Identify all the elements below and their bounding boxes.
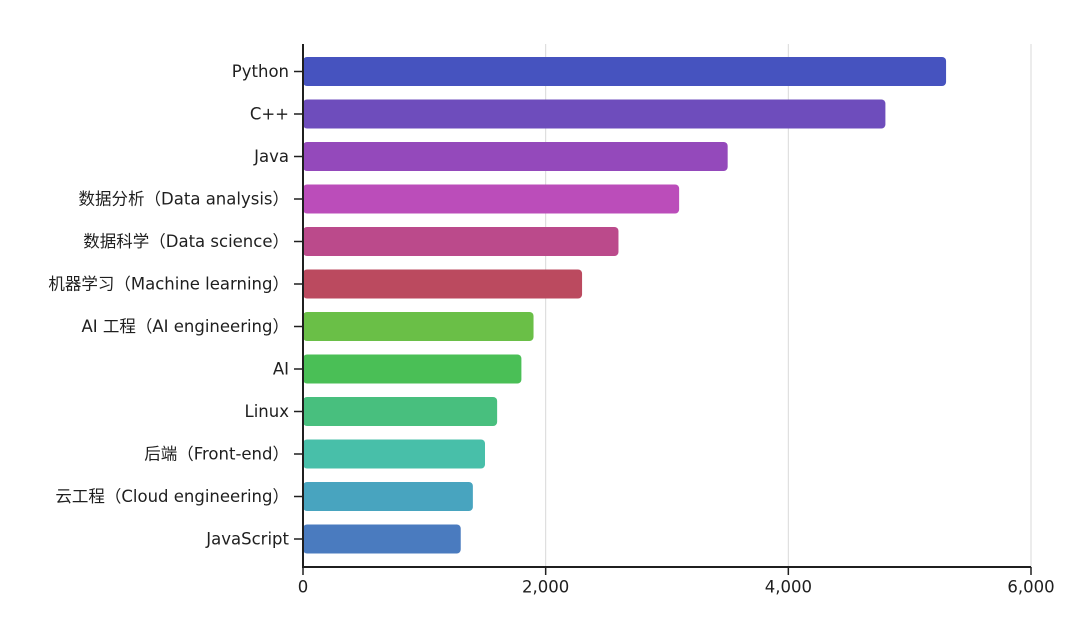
bar-layer [303,57,947,554]
category-label-11: JavaScript [205,530,289,549]
category-label-10: 云工程（Cloud engineering） [55,487,289,506]
category-label-9: 后端（Front-end） [144,445,289,464]
bar-8 [303,397,498,426]
bar-6 [303,312,534,341]
category-label-4: 数据科学（Data science） [83,232,289,251]
bar-9 [303,439,485,469]
label-layer: Python C++ Java 数据分析（Data analysis） 数据科学（Dat… [48,62,1054,597]
category-label-8: Linux [245,402,290,421]
grid-layer [545,44,1032,567]
axis-layer [294,44,1032,575]
x-tick-label-3: 6,000 [1007,578,1054,597]
bar-0 [303,57,947,86]
x-tick-label-0: 0 [298,578,309,597]
category-label-1: C++ [250,105,289,124]
bar-5 [303,269,583,299]
bar-1 [303,99,886,129]
category-label-0: Python [232,62,289,81]
category-label-3: 数据分析（Data analysis） [79,190,289,209]
bar-2 [303,142,728,171]
bar-3 [303,184,680,214]
x-tick-label-2: 4,000 [765,578,812,597]
category-label-5: 机器学习（Machine learning） [48,275,289,294]
category-label-6: AI 工程（AI engineering） [81,317,289,336]
bar-7 [303,354,522,384]
bar-4 [303,227,619,256]
bar-10 [303,482,473,511]
bar-11 [303,524,461,554]
category-label-2: Java [253,147,289,166]
category-label-7: AI [273,360,289,379]
x-tick-label-1: 2,000 [522,578,569,597]
